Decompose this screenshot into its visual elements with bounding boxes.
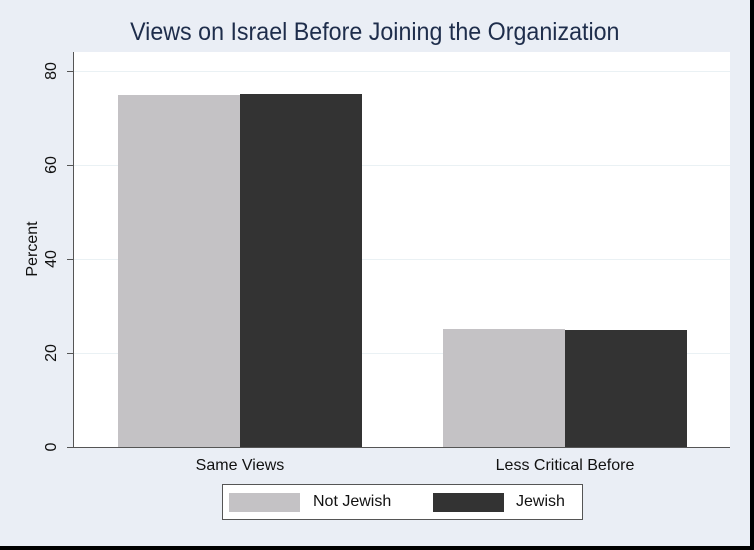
bar (443, 329, 565, 447)
y-axis (73, 52, 74, 448)
y-tick (67, 165, 74, 166)
legend: Not Jewish Jewish (222, 484, 583, 520)
y-tick-label: 40 (43, 250, 60, 268)
legend-swatch-not-jewish (229, 493, 300, 512)
gridline (74, 353, 730, 354)
x-axis (73, 447, 730, 448)
x-tick-label: Less Critical Before (495, 457, 635, 474)
legend-label-not-jewish: Not Jewish (313, 493, 392, 510)
bar (118, 94, 240, 447)
gridline (74, 71, 730, 72)
y-tick (67, 353, 74, 354)
y-tick-label: 60 (43, 156, 60, 174)
bar (240, 94, 362, 447)
gridline (74, 259, 730, 260)
gridline (74, 165, 730, 166)
chart-title: Views on Israel Before Joining the Organ… (130, 18, 620, 46)
legend-swatch-jewish (433, 493, 504, 512)
y-tick-label: 80 (43, 62, 60, 80)
y-tick (67, 71, 74, 72)
bar (565, 329, 687, 447)
y-tick (67, 447, 74, 448)
y-axis-title: Percent (24, 221, 41, 277)
y-tick-label: 20 (43, 344, 60, 362)
y-tick-label: 0 (43, 442, 60, 452)
legend-label-jewish: Jewish (516, 493, 565, 510)
y-tick (67, 259, 74, 260)
x-tick-label: Same Views (195, 457, 285, 474)
